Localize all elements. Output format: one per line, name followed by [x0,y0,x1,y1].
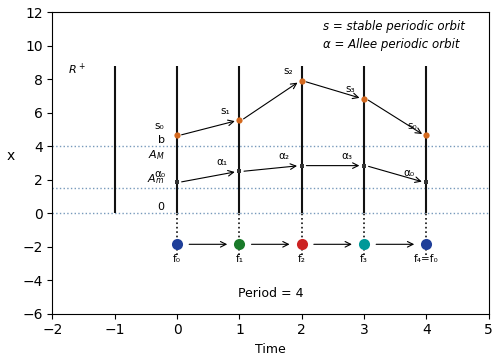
Text: α = Allee periodic orbit: α = Allee periodic orbit [323,38,460,51]
Text: α₂: α₂ [279,151,290,162]
Text: s₃: s₃ [346,84,355,94]
Text: 0: 0 [158,202,164,212]
Text: f₄=f₀: f₄=f₀ [414,253,438,264]
Text: s₁: s₁ [221,106,230,116]
Text: Period = 4: Period = 4 [238,287,304,300]
Text: α₀: α₀ [404,168,414,178]
Text: α₃: α₃ [341,151,352,162]
Text: s = stable periodic orbit: s = stable periodic orbit [323,20,465,33]
Text: $R^+$: $R^+$ [68,62,86,77]
Text: s₀: s₀ [154,121,164,131]
Text: α₁: α₁ [216,157,228,167]
Text: f₃: f₃ [360,253,368,264]
Text: f₂: f₂ [298,253,306,264]
Text: $A_m$: $A_m$ [148,172,164,186]
Text: b: b [158,135,164,145]
Text: $A_M$: $A_M$ [148,149,164,163]
X-axis label: Time: Time [255,343,286,356]
Text: f₀: f₀ [173,253,181,264]
Text: s₀: s₀ [408,121,418,131]
Text: f₁: f₁ [236,253,244,264]
Text: s₂: s₂ [283,66,293,76]
Y-axis label: x: x [7,149,15,163]
Text: α₀: α₀ [154,169,165,179]
